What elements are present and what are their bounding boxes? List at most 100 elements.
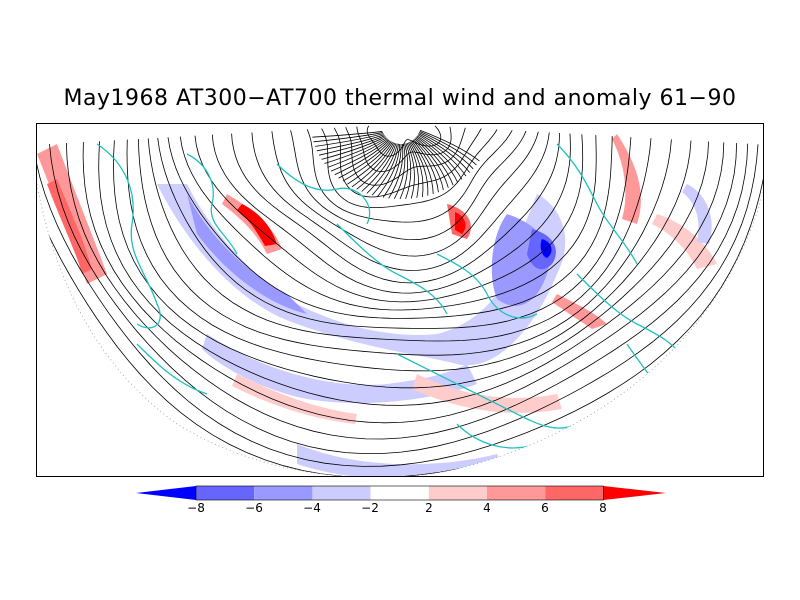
streamline — [324, 137, 387, 164]
colorbar-swatch — [312, 486, 371, 500]
streamline — [417, 134, 467, 177]
colorbar-label: 8 — [599, 501, 607, 515]
anomaly-positive — [652, 214, 717, 269]
streamline — [418, 132, 474, 170]
streamline — [147, 138, 652, 342]
streamline — [49, 143, 759, 455]
colorbar-label: −6 — [245, 501, 263, 515]
streamline — [408, 142, 419, 198]
streamline — [167, 135, 613, 319]
hemisphere-edge — [37, 183, 763, 476]
streamline — [313, 132, 383, 143]
streamline — [315, 133, 384, 147]
anomaly-positive — [455, 212, 466, 234]
streamline — [409, 141, 424, 197]
anomaly-positive — [47, 179, 92, 274]
anomaly-negative-core — [187, 194, 307, 314]
streamline — [82, 142, 737, 424]
anomaly-negative-band — [202, 334, 477, 404]
map-title: May1968 AT300−AT700 thermal wind and ano… — [63, 86, 737, 111]
colorbar-swatch — [428, 486, 487, 500]
streamline — [412, 139, 439, 193]
streamline — [411, 140, 434, 195]
streamline — [319, 135, 385, 156]
anomaly-positive — [412, 374, 562, 413]
streamline — [316, 134, 385, 152]
streamline — [231, 132, 560, 284]
streamline — [388, 143, 404, 199]
streamline — [37, 144, 763, 467]
streamline — [113, 140, 709, 389]
colorbar-cap-left — [136, 486, 196, 500]
colorbar-label: 2 — [425, 501, 433, 515]
streamline — [418, 133, 471, 173]
anomaly-negative-band — [297, 444, 507, 476]
streamline — [330, 139, 389, 172]
streamline — [66, 142, 749, 440]
anomaly-positive — [37, 144, 107, 284]
colorbar: −8 −6 −4 −2 2 4 6 8 — [136, 483, 666, 523]
anomaly-positive — [232, 374, 357, 424]
colorbar-label: −8 — [187, 501, 205, 515]
colorbar-label: 6 — [541, 501, 549, 515]
streamline — [366, 125, 442, 157]
streamline — [414, 138, 449, 188]
colorbar-swatch — [545, 486, 604, 500]
streamline — [157, 137, 632, 329]
streamline — [37, 145, 763, 476]
colorbar-label: 4 — [483, 501, 491, 515]
streamline — [98, 141, 725, 406]
streamline — [371, 143, 399, 196]
streamline — [405, 143, 412, 200]
colorbar-swatch — [487, 486, 546, 500]
anomaly-negative-band — [682, 184, 712, 244]
map-panel — [36, 123, 764, 477]
streamline — [271, 131, 539, 257]
streamline — [377, 143, 401, 197]
anomaly-positive — [237, 204, 277, 246]
streamline — [211, 133, 571, 294]
colorbar-swatch — [196, 486, 255, 500]
streamline — [327, 138, 388, 168]
streamline — [413, 139, 444, 191]
streamline — [342, 141, 392, 182]
colorbar-label: −2 — [361, 501, 379, 515]
streamline — [382, 143, 402, 198]
anomaly-positive — [552, 294, 607, 329]
streamline — [356, 142, 396, 190]
streamline — [321, 136, 386, 160]
streamline — [419, 131, 477, 166]
streamline — [416, 136, 458, 183]
streamline — [406, 142, 415, 199]
map-canvas — [37, 125, 763, 476]
streamlines — [37, 125, 763, 476]
colorbar-swatch — [370, 486, 429, 500]
streamline — [306, 129, 513, 223]
streamline — [361, 143, 397, 192]
streamline — [345, 127, 466, 186]
streamline — [338, 140, 391, 179]
streamline — [347, 141, 393, 185]
streamline — [351, 142, 394, 188]
streamline — [290, 130, 527, 241]
streamline — [138, 138, 672, 356]
streamline — [415, 137, 454, 186]
streamline — [419, 129, 480, 162]
streamline — [366, 143, 398, 194]
streamline — [194, 134, 584, 303]
colorbar-bar — [136, 485, 666, 501]
streamline — [334, 139, 390, 176]
streamline — [179, 135, 597, 311]
colorbar-swatch — [254, 486, 313, 500]
colorbar-cap-right — [603, 486, 666, 500]
streamline — [251, 132, 550, 271]
streamline — [321, 128, 498, 208]
streamline — [399, 143, 409, 200]
colorbar-label: −4 — [303, 501, 321, 515]
streamline — [416, 135, 463, 180]
streamline — [393, 143, 406, 199]
streamline — [312, 131, 383, 138]
streamline — [356, 126, 452, 173]
streamline — [410, 141, 429, 196]
streamline — [126, 139, 692, 372]
